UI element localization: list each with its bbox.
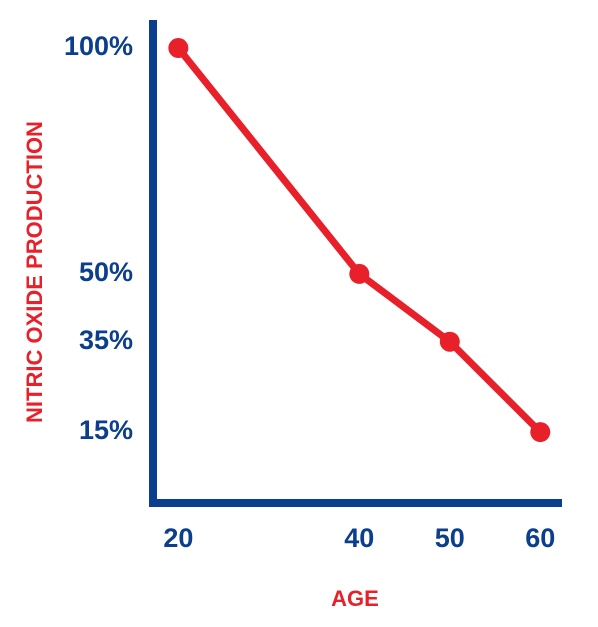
y-tick-label: 100%: [64, 31, 133, 61]
y-axis-label: NITRIC OXIDE PRODUCTION: [22, 121, 47, 423]
x-tick-label: 60: [525, 523, 555, 553]
x-tick-label: 50: [435, 523, 465, 553]
y-tick-label: 15%: [79, 415, 133, 445]
y-tick-label: 50%: [79, 257, 133, 287]
y-tick-label: 35%: [79, 325, 133, 355]
line: [175, 45, 543, 435]
point: [349, 263, 370, 284]
x-tick-label: 20: [163, 523, 193, 553]
point: [439, 331, 460, 352]
x-tick-label: 40: [344, 523, 374, 553]
point: [530, 422, 551, 443]
point: [168, 38, 189, 59]
x-axis-label: AGE: [331, 586, 379, 611]
